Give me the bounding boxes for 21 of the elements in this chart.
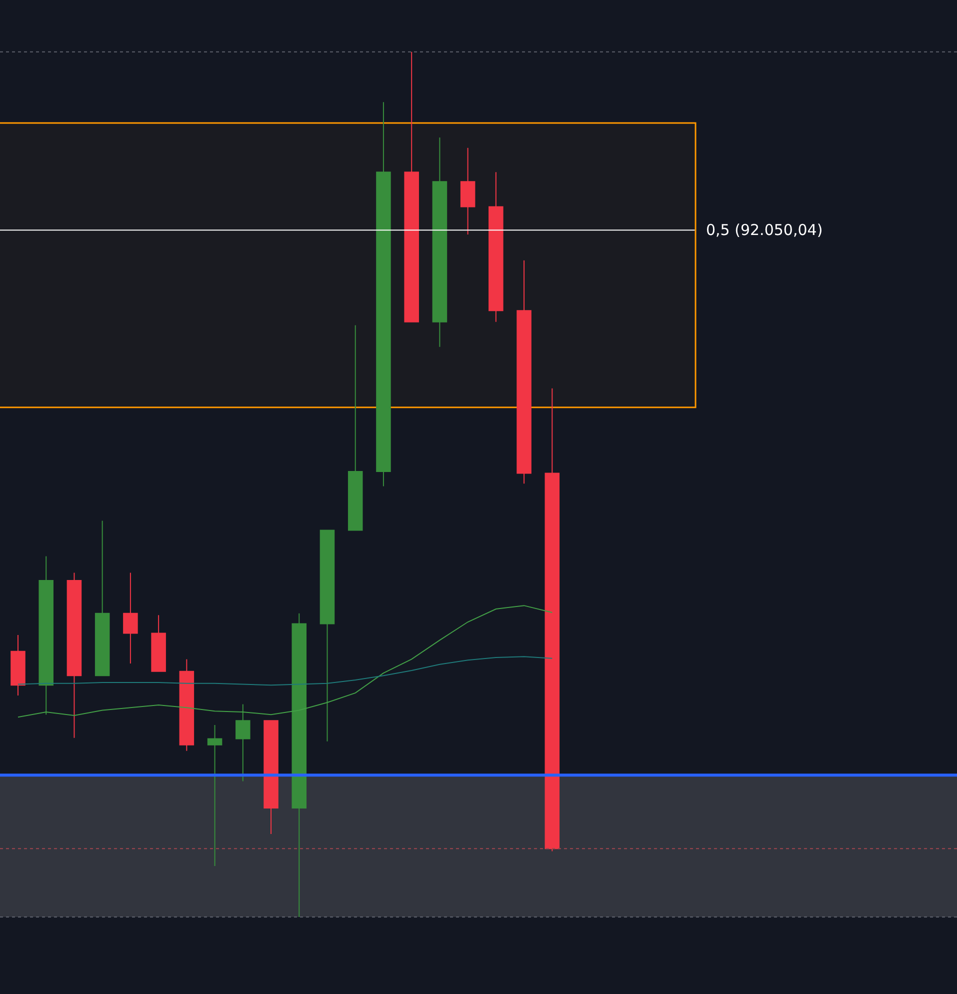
candlestick [320,530,335,742]
text: 0,5 (92.050,04) [706,221,823,239]
candlestick [151,614,166,672]
candlestick [236,704,250,782]
candlestick [123,572,138,664]
candlestick [264,720,278,834]
candlestick [488,172,504,322]
candlestick [376,102,391,487]
candlestick [10,634,26,696]
candlestick [516,260,532,484]
candlestick [38,556,54,716]
candlestick [94,520,110,676]
candlestick [66,572,82,738]
candlestick [544,388,560,852]
candlestick [348,324,363,531]
candlestick [432,137,448,348]
candlestick [207,724,222,866]
candlestick [404,51,419,322]
candlestick [292,612,307,918]
candlestick [179,658,194,752]
candlestick [460,147,476,235]
